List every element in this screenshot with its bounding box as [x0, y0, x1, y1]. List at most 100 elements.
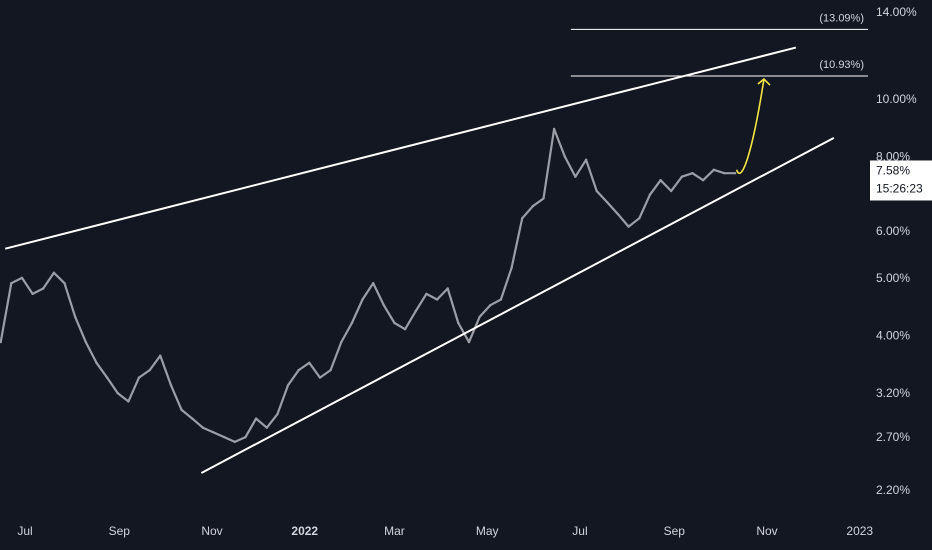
price-line [0, 127, 736, 443]
y-tick-label: 2.20% [876, 483, 910, 497]
price-point [254, 417, 258, 420]
x-tick-label: Nov [201, 524, 222, 538]
level-label: (13.09%) [819, 12, 864, 24]
price-point [105, 376, 109, 379]
y-tick-label: 4.00% [876, 329, 910, 343]
price-point [350, 321, 354, 325]
price-point [531, 205, 534, 208]
x-tick-label: Jul [572, 524, 587, 538]
level-label: (10.93%) [819, 59, 864, 71]
price-point [446, 287, 449, 290]
price-levels[interactable]: (13.09%) (10.93%) [570, 12, 868, 77]
price-point [403, 328, 407, 331]
price-point [659, 179, 662, 182]
y-tick-label: 10.00% [876, 92, 917, 106]
price-series [0, 127, 737, 444]
price-point [95, 361, 98, 364]
x-axis[interactable]: Jul Sep Nov 2022 Mar May Jul Sep Nov 2023 [17, 524, 873, 538]
price-point [691, 172, 694, 175]
price-point [148, 368, 151, 372]
y-axis[interactable]: 14.00% 10.00% 8.00% 6.00% 5.00% 4.00% 3.20% 2.7… [876, 5, 917, 497]
price-point [127, 400, 130, 403]
price-point [499, 298, 503, 301]
price-point [489, 304, 492, 307]
trendline-upper[interactable] [4, 46, 797, 250]
y-tick-label: 3.20% [876, 386, 910, 400]
price-point [595, 189, 598, 193]
price-point [31, 292, 34, 296]
price-point [74, 315, 77, 319]
price-point [286, 384, 290, 387]
x-tick-label: 2023 [846, 524, 873, 538]
last-price-value: 7.58% [876, 163, 910, 177]
price-point [733, 172, 737, 175]
price-point [701, 179, 705, 182]
price-point [361, 298, 364, 301]
price-point [563, 155, 566, 158]
projection-arrow[interactable] [735, 77, 771, 175]
price-point [467, 340, 471, 344]
trendlines[interactable] [4, 46, 835, 474]
price-point [372, 282, 375, 285]
price-point [425, 292, 428, 296]
price-point [382, 304, 385, 307]
price-point [616, 213, 620, 216]
price-point [233, 440, 236, 444]
price-point [244, 435, 247, 439]
x-tick-label: Nov [756, 524, 777, 538]
price-point [223, 435, 226, 439]
price-point [627, 225, 630, 228]
price-point [201, 426, 205, 429]
projection-arrowhead[interactable] [757, 77, 771, 86]
price-point [329, 368, 332, 372]
price-point [542, 197, 545, 200]
x-tick-label: Sep [109, 524, 131, 538]
x-tick-label: Sep [664, 524, 686, 538]
trendline-lower[interactable] [200, 136, 835, 474]
price-point [552, 127, 556, 131]
price-point [606, 201, 609, 204]
price-point [393, 321, 396, 325]
price-point [584, 158, 588, 161]
y-tick-label: 2.70% [876, 430, 910, 444]
price-point [52, 271, 56, 274]
last-price-countdown: 15:26:23 [876, 181, 923, 195]
x-tick-label: Mar [384, 524, 405, 538]
price-point [0, 340, 2, 344]
price-point [10, 282, 13, 285]
last-price-box [870, 160, 932, 201]
price-point [712, 168, 715, 171]
x-tick-label: 2022 [291, 524, 318, 538]
price-point [191, 417, 194, 420]
price-point [159, 354, 162, 357]
price-point [297, 368, 300, 372]
price-point [42, 287, 45, 290]
price-point [478, 315, 481, 319]
price-point [574, 175, 577, 178]
price-point [723, 172, 726, 175]
price-point [510, 266, 513, 269]
price-point [521, 217, 524, 220]
price-point [670, 189, 673, 193]
price-point [457, 321, 460, 325]
projection-curve[interactable] [735, 78, 765, 175]
price-point [63, 282, 66, 285]
x-tick-label: May [476, 524, 499, 538]
price-point [414, 309, 417, 313]
price-point [638, 217, 641, 220]
x-tick-label: Jul [17, 524, 32, 538]
price-point [680, 175, 684, 178]
price-point [276, 413, 279, 416]
y-tick-label: 8.00% [876, 150, 910, 164]
price-point [137, 376, 141, 379]
price-point [318, 376, 322, 379]
last-price-marker: 7.58% 15:26:23 [870, 160, 932, 201]
price-point [20, 276, 24, 280]
price-point [169, 384, 173, 387]
y-tick-label: 6.00% [876, 224, 910, 238]
price-point [180, 408, 183, 412]
price-point [340, 340, 343, 344]
y-tick-label: 14.00% [876, 5, 917, 19]
